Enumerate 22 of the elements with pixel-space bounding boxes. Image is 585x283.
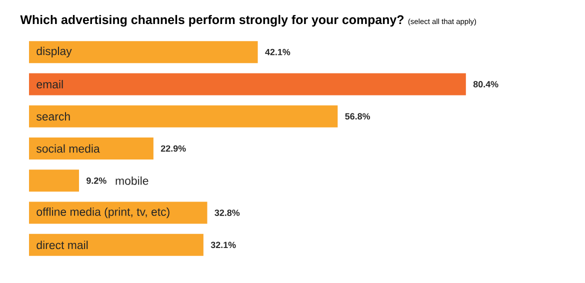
- bar: [29, 41, 258, 64]
- bar: [29, 202, 208, 224]
- data-label: 56.8%: [345, 113, 370, 120]
- data-label: 32.8%: [214, 210, 240, 216]
- data-label: 32.1%: [210, 242, 236, 248]
- chart-title: Which advertising channels perform strongly for your company?: [20, 14, 404, 27]
- y-tick-label: direct mail: [36, 240, 88, 250]
- data-label: 22.9%: [160, 145, 186, 152]
- data-label: 80.4%: [473, 81, 498, 88]
- y-tick-label: offline media (print, tv, etc): [36, 207, 170, 218]
- y-tick-label: search: [36, 112, 70, 121]
- bar: [29, 234, 204, 256]
- y-tick-label: display: [36, 46, 72, 58]
- y-tick-label: social media: [36, 144, 100, 153]
- y-tick-label: mobile: [116, 176, 148, 185]
- y-tick-label: email: [36, 80, 63, 88]
- bar: [29, 138, 154, 160]
- bar: [29, 105, 338, 128]
- bar: [29, 170, 79, 192]
- data-label: 9.2%: [86, 177, 106, 184]
- data-label: 42.1%: [265, 48, 290, 56]
- bar: [29, 73, 466, 96]
